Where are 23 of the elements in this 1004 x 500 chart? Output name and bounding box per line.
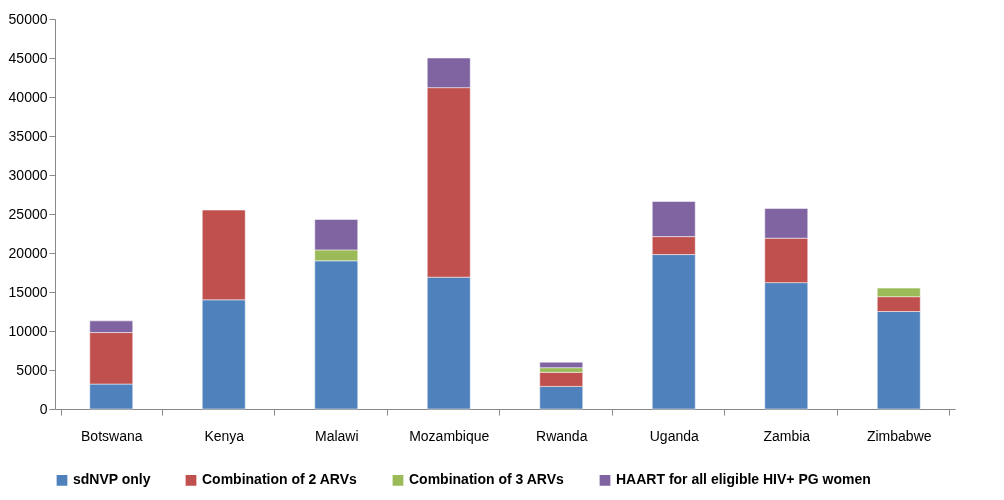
- legend-label: Combination of 3 ARVs: [409, 471, 564, 488]
- legend-label: Combination of 2 ARVs: [202, 471, 357, 488]
- y-tick-label: 40000: [8, 88, 48, 105]
- x-tick-label: Uganda: [649, 427, 699, 444]
- y-tick-label: 5000: [16, 361, 48, 378]
- y-tick-label: 50000: [8, 10, 48, 27]
- x-tick-label: Mozambique: [409, 427, 490, 444]
- y-tick-label: 45000: [8, 49, 48, 66]
- x-tick-label: Zambia: [763, 427, 811, 444]
- legend-label: HAART for all eligible HIV+ PG women: [616, 471, 871, 488]
- y-tick-label: 25000: [8, 205, 48, 222]
- x-tick-label: Kenya: [204, 427, 245, 444]
- y-tick-label: 0: [39, 400, 48, 417]
- legend-label: sdNVP only: [73, 471, 151, 488]
- y-tick-label: 20000: [8, 244, 48, 261]
- x-tick-label: Zimbabwe: [866, 427, 932, 444]
- x-tick-label: Malawi: [314, 427, 359, 444]
- y-tick-label: 35000: [8, 127, 48, 144]
- y-tick-label: 30000: [8, 166, 48, 183]
- x-tick-label: Rwanda: [536, 427, 588, 444]
- x-tick-label: Botswana: [81, 427, 143, 444]
- y-tick-label: 15000: [8, 283, 48, 300]
- y-tick-label: 10000: [8, 322, 48, 339]
